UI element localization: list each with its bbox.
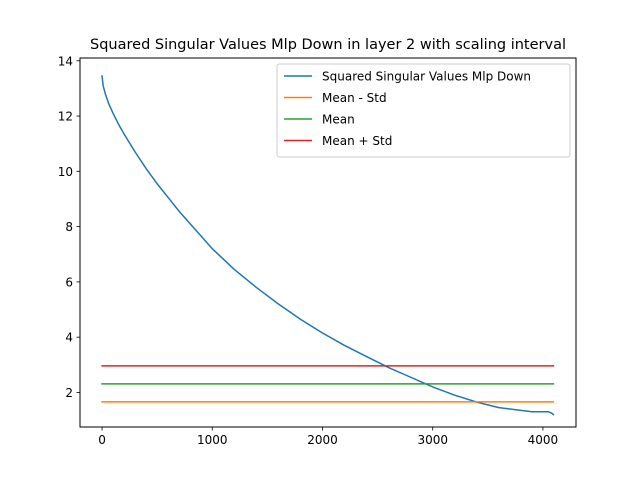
y-tick-label: 14 bbox=[58, 54, 73, 68]
series-line-squared-singular-values-mlp-down bbox=[101, 75, 555, 416]
y-axis: 2 4 6 8 10 12 14 bbox=[58, 54, 80, 400]
legend-label: Mean bbox=[322, 113, 355, 127]
x-tick-label: 0 bbox=[98, 433, 106, 447]
x-tick-label: 2000 bbox=[307, 433, 338, 447]
y-tick-label: 6 bbox=[65, 275, 73, 289]
x-axis: 0 1000 2000 3000 4000 bbox=[98, 427, 558, 447]
plot-area bbox=[101, 75, 555, 416]
legend-label: Squared Singular Values Mlp Down bbox=[322, 70, 531, 84]
chart-title: Squared Singular Values Mlp Down in laye… bbox=[90, 37, 566, 53]
x-tick-label: 1000 bbox=[197, 433, 228, 447]
axes-frame bbox=[79, 57, 577, 428]
y-tick-label: 8 bbox=[65, 220, 73, 234]
legend-label: Mean - Std bbox=[322, 91, 387, 105]
y-tick-label: 10 bbox=[58, 165, 73, 179]
legend-label: Mean + Std bbox=[322, 134, 392, 148]
y-tick-label: 4 bbox=[65, 331, 73, 345]
x-tick-label: 3000 bbox=[417, 433, 448, 447]
y-tick-label: 2 bbox=[65, 386, 73, 400]
legend-box bbox=[276, 63, 571, 158]
legend: Squared Singular Values Mlp Down Mean - S… bbox=[276, 63, 571, 158]
x-tick-label: 4000 bbox=[528, 433, 559, 447]
y-tick-label: 12 bbox=[58, 110, 73, 124]
